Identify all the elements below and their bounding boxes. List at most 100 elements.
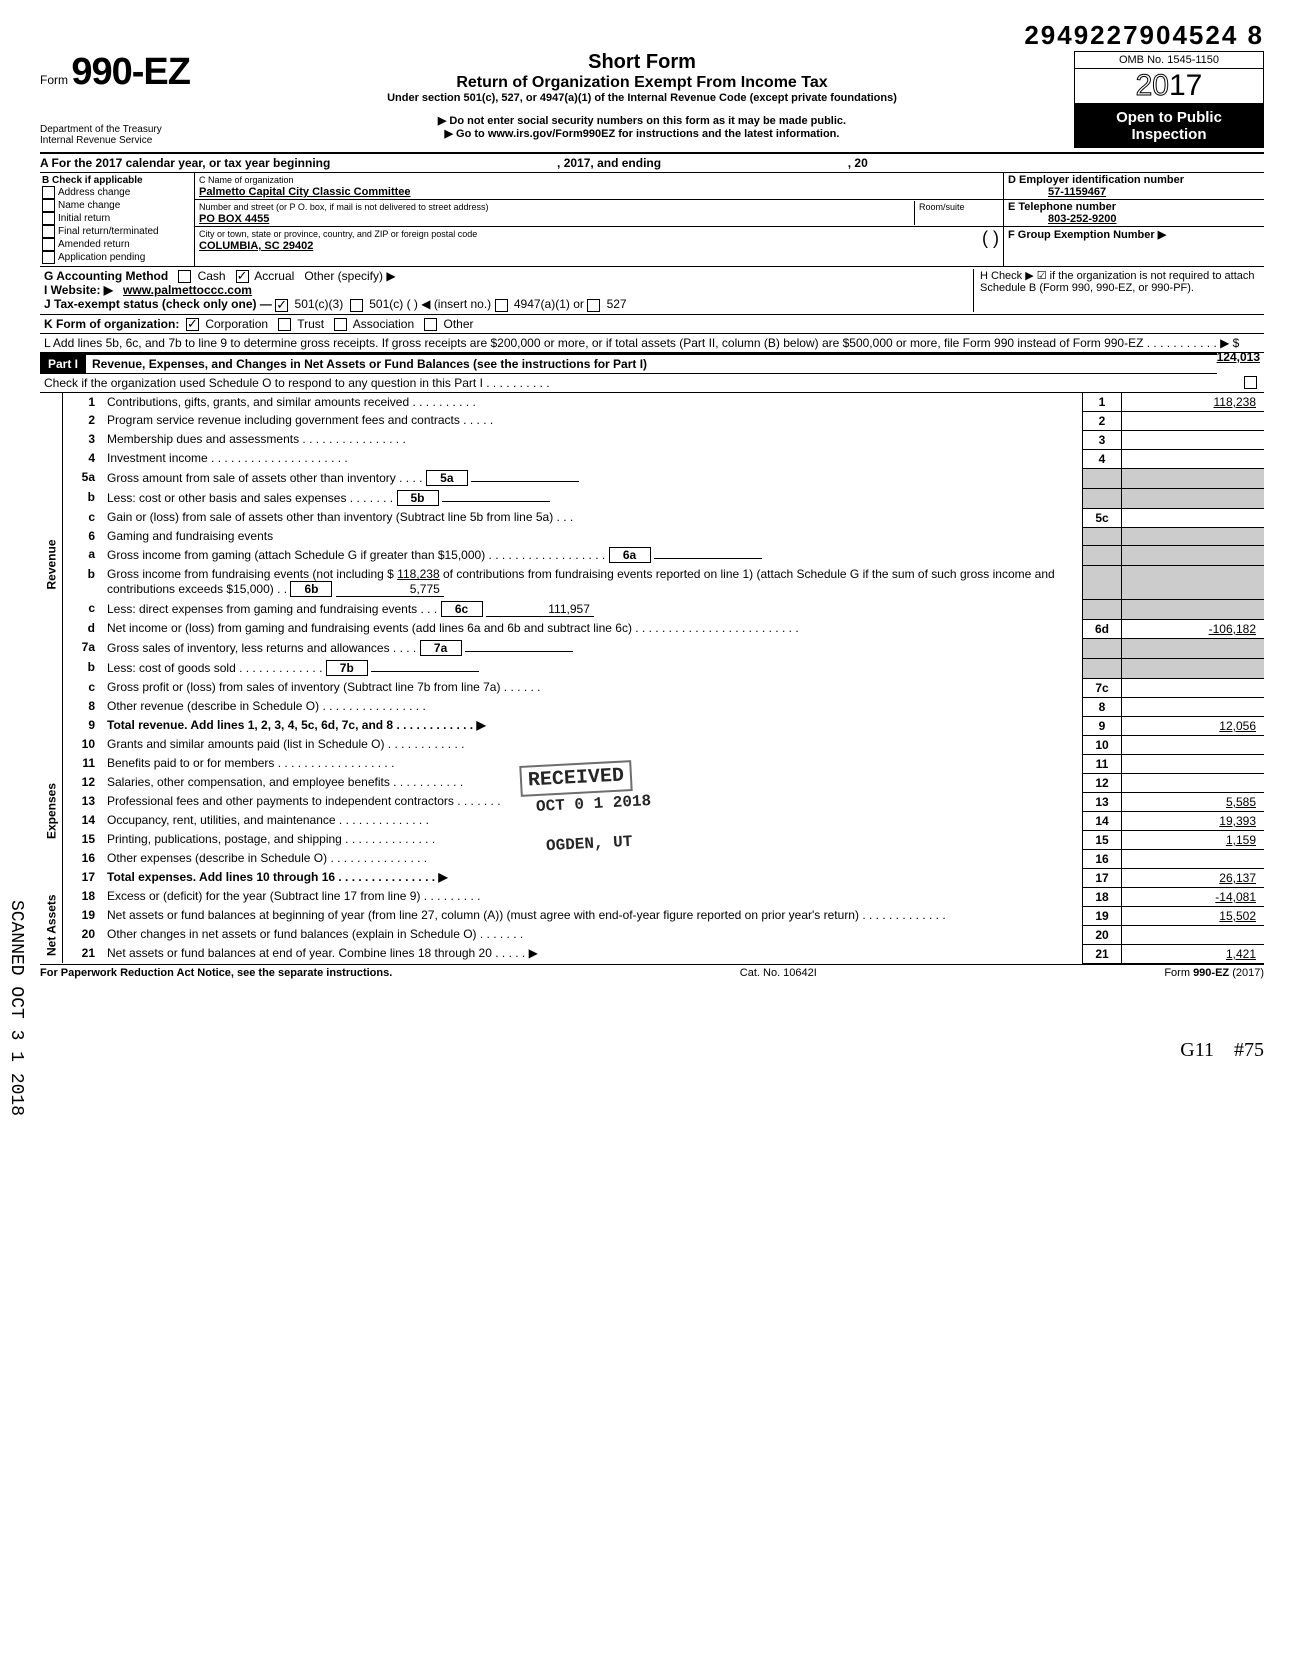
chk-corp[interactable]: [186, 318, 199, 331]
h-note: H Check ▶ ☑ if the organization is not r…: [973, 269, 1260, 312]
row-a-label: A For the 2017 calendar year, or tax yea…: [40, 156, 330, 170]
org-name: Palmetto Capital City Classic Committee: [199, 186, 411, 198]
a1: 118,238: [1122, 393, 1265, 412]
l-text: L Add lines 5b, 6c, and 7b to line 9 to …: [44, 336, 1239, 350]
chk-trust[interactable]: [278, 318, 291, 331]
ia6a: [654, 558, 762, 559]
side-netassets: Net Assets: [40, 887, 63, 963]
ia7b: [371, 671, 479, 672]
n10: 10: [63, 735, 104, 754]
a20: [1122, 925, 1265, 944]
t6d: Net income or (loss) from gaming and fun…: [103, 619, 1083, 638]
t6b-contrib: 118,238: [397, 567, 440, 581]
ib6c: 6c: [441, 601, 483, 617]
row-l: L Add lines 5b, 6c, and 7b to line 9 to …: [40, 334, 1264, 353]
check-o-text: Check if the organization used Schedule …: [44, 376, 550, 390]
chk-final-return[interactable]: [42, 225, 55, 238]
t9: Total revenue. Add lines 1, 2, 3, 4, 5c,…: [103, 716, 1083, 735]
b5b: [1083, 488, 1122, 508]
b11: 11: [1083, 754, 1122, 773]
a11: [1122, 754, 1265, 773]
a6cs: [1122, 599, 1265, 619]
chk-527[interactable]: [587, 299, 600, 312]
chk-501c[interactable]: [350, 299, 363, 312]
row-a-mid: , 2017, and ending: [557, 156, 661, 170]
n15: 15: [63, 830, 104, 849]
big-id: 2949227904524 8: [40, 20, 1264, 51]
k-label: K Form of organization:: [44, 317, 179, 331]
b7bs: [1083, 658, 1122, 678]
t17: Total expenses. Add lines 10 through 16 …: [103, 868, 1083, 887]
ia6b: 5,775: [336, 582, 444, 597]
city-label: City or town, state or province, country…: [199, 229, 477, 239]
chk-initial-return[interactable]: [42, 212, 55, 225]
a4: [1122, 449, 1265, 468]
g-label: G Accounting Method: [44, 269, 168, 283]
lbl-4947: 4947(a)(1) or: [514, 297, 584, 311]
t7a: Gross sales of inventory, less returns a…: [107, 641, 416, 655]
n1: 1: [63, 393, 104, 412]
c-label: C Name of organization: [199, 175, 294, 185]
n7c: c: [63, 678, 104, 697]
lbl-corp: Corporation: [205, 317, 268, 331]
lbl-assoc: Association: [353, 317, 414, 331]
d-label: D Employer identification number: [1008, 174, 1184, 186]
ia5a: [471, 481, 579, 482]
t6: Gaming and fundraising events: [103, 527, 1083, 545]
chk-address-change[interactable]: [42, 186, 55, 199]
n11: 11: [63, 754, 104, 773]
ib6b: 6b: [290, 581, 332, 597]
chk-assoc[interactable]: [334, 318, 347, 331]
form-number: 990-EZ: [71, 51, 190, 93]
b16: 16: [1083, 849, 1122, 868]
a17: 26,137: [1122, 868, 1265, 887]
a18: -14,081: [1122, 887, 1265, 906]
chk-501c3[interactable]: [275, 299, 288, 312]
side-expenses: Expenses: [40, 735, 63, 887]
n6a: a: [63, 545, 104, 565]
a19: 15,502: [1122, 906, 1265, 925]
chk-accrual[interactable]: [236, 270, 249, 283]
t18: Excess or (deficit) for the year (Subtra…: [103, 887, 1083, 906]
lbl-other-method: Other (specify) ▶: [304, 269, 395, 283]
note-ssn: ▶ Do not enter social security numbers o…: [210, 114, 1074, 127]
a7as: [1122, 638, 1265, 658]
t10: Grants and similar amounts paid (list in…: [103, 735, 1083, 754]
n18: 18: [63, 887, 104, 906]
a7bs: [1122, 658, 1265, 678]
n21: 21: [63, 944, 104, 963]
a16: [1122, 849, 1265, 868]
row-a: A For the 2017 calendar year, or tax yea…: [40, 154, 1264, 173]
chk-amended-return[interactable]: [42, 238, 55, 251]
t19: Net assets or fund balances at beginning…: [103, 906, 1083, 925]
handwriting-2: #75: [1234, 1039, 1264, 1061]
year-bold: 17: [1169, 69, 1202, 102]
t5b: Less: cost or other basis and sales expe…: [107, 491, 393, 505]
lbl-501c3: 501(c)(3): [295, 297, 344, 311]
chk-name-change[interactable]: [42, 199, 55, 212]
n9: 9: [63, 716, 104, 735]
row-k: K Form of organization: Corporation Trus…: [40, 315, 1264, 334]
chk-4947[interactable]: [495, 299, 508, 312]
lbl-application-pending: Application pending: [58, 252, 145, 263]
t8: Other revenue (describe in Schedule O) .…: [103, 697, 1083, 716]
t6c: Less: direct expenses from gaming and fu…: [107, 602, 437, 616]
chk-application-pending[interactable]: [42, 251, 55, 264]
section-b: B Check if applicable Address change Nam…: [40, 173, 1264, 267]
year-prefix: 20: [1136, 69, 1169, 102]
chk-schedule-o[interactable]: [1244, 376, 1257, 389]
t1: Contributions, gifts, grants, and simila…: [103, 393, 1083, 412]
footer: For Paperwork Reduction Act Notice, see …: [40, 964, 1264, 979]
n7b: b: [63, 658, 104, 678]
n5a: 5a: [63, 468, 104, 488]
lbl-527: 527: [607, 297, 627, 311]
n6c: c: [63, 599, 104, 619]
dept-irs: Internal Revenue Service: [40, 135, 210, 146]
ein: 57-1159467: [1008, 186, 1106, 198]
chk-other-org[interactable]: [424, 318, 437, 331]
chk-cash[interactable]: [178, 270, 191, 283]
t6a: Gross income from gaming (attach Schedul…: [107, 548, 605, 562]
lbl-name-change: Name change: [58, 200, 120, 211]
row-a-end: , 20: [848, 156, 868, 170]
n13: 13: [63, 792, 104, 811]
